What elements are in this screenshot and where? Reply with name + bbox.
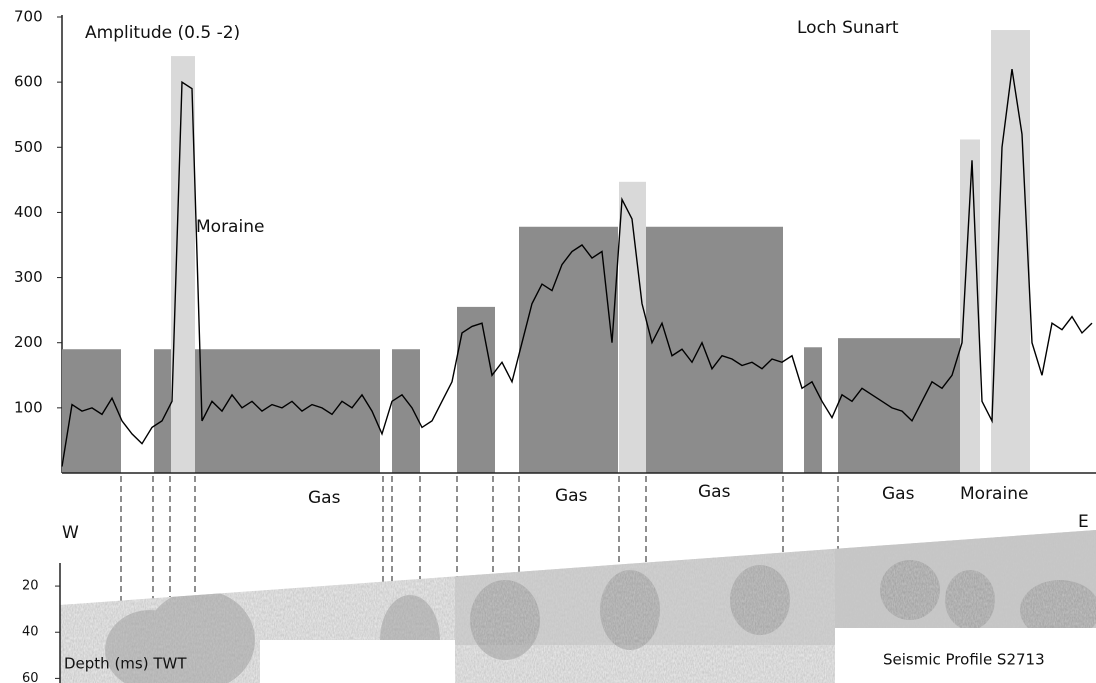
annotation: Moraine [960, 484, 1028, 504]
depth-label: Depth (ms) TWT [64, 655, 187, 673]
gas-zone [457, 306, 495, 473]
depth-tick-label: 20 [22, 579, 39, 594]
depth-tick-label: 60 [22, 671, 39, 683]
y-tick-label: 600 [14, 73, 43, 91]
annotation: Gas [698, 482, 731, 502]
gas-zone [646, 226, 783, 473]
y-tick-label: 300 [14, 268, 43, 286]
peak-zone [171, 56, 195, 473]
east-label: E [1078, 512, 1089, 532]
profile-title: Seismic Profile S2713 [883, 651, 1045, 669]
y-tick-label: 500 [14, 138, 43, 156]
annotation: Gas [308, 488, 341, 508]
peak-zone [619, 181, 646, 473]
peak-zone [991, 30, 1030, 474]
gas-zone [392, 349, 420, 473]
annotation: Gas [555, 486, 588, 506]
depth-tick-label: 40 [22, 625, 39, 640]
y-tick-label: 200 [14, 333, 43, 351]
y-tick-label: 400 [14, 203, 43, 221]
annotation: Gas [882, 484, 915, 504]
gas-zone [519, 226, 618, 473]
chart-title: Loch Sunart [797, 18, 899, 38]
west-label: W [62, 523, 79, 543]
y-tick-label: 700 [14, 8, 43, 26]
gas-zone [838, 338, 960, 473]
gas-zone [62, 349, 121, 473]
y-tick-label: 100 [14, 398, 43, 416]
subtitle: Amplitude (0.5 -2) [85, 23, 240, 43]
annotation: Moraine [196, 217, 264, 237]
amplitude-line [61, 69, 1093, 467]
gas-zone [804, 347, 822, 473]
